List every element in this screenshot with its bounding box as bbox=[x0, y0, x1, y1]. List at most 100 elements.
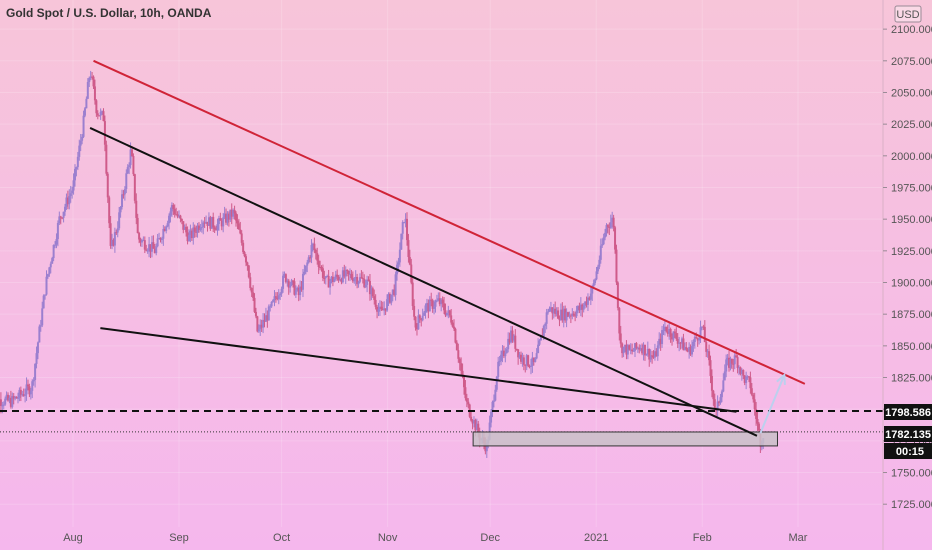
candle-body[interactable] bbox=[527, 355, 530, 366]
candle-body[interactable] bbox=[438, 298, 441, 305]
candle-body[interactable] bbox=[515, 348, 518, 350]
candle-body[interactable] bbox=[329, 281, 332, 288]
candle-body[interactable] bbox=[511, 330, 514, 341]
candle-body[interactable] bbox=[279, 293, 282, 296]
candle-body[interactable] bbox=[290, 280, 293, 286]
candle-body[interactable] bbox=[437, 298, 440, 301]
candle-body[interactable] bbox=[471, 420, 474, 424]
candle-body[interactable] bbox=[123, 189, 126, 195]
candle-body[interactable] bbox=[301, 273, 304, 290]
candle-body[interactable] bbox=[98, 115, 101, 117]
candle-body[interactable] bbox=[505, 349, 508, 354]
candle-body[interactable] bbox=[371, 288, 374, 297]
candle-body[interactable] bbox=[240, 233, 243, 243]
candle-body[interactable] bbox=[2, 404, 5, 406]
candle-body[interactable] bbox=[465, 398, 468, 402]
candle-body[interactable] bbox=[5, 394, 8, 399]
candle-body[interactable] bbox=[624, 344, 627, 347]
candle-body[interactable] bbox=[572, 313, 575, 316]
candle-body[interactable] bbox=[130, 149, 133, 156]
candle-body[interactable] bbox=[404, 218, 407, 223]
candle-body[interactable] bbox=[663, 326, 666, 330]
candle-body[interactable] bbox=[461, 370, 464, 377]
candle-body[interactable] bbox=[635, 343, 638, 349]
candle-body[interactable] bbox=[331, 276, 334, 282]
candle-body[interactable] bbox=[146, 250, 149, 252]
candle-body[interactable] bbox=[24, 394, 27, 396]
candle-body[interactable] bbox=[242, 242, 245, 253]
candle-body[interactable] bbox=[179, 215, 182, 219]
candle-body[interactable] bbox=[162, 228, 165, 239]
candle-body[interactable] bbox=[441, 299, 444, 304]
candle-body[interactable] bbox=[562, 308, 565, 321]
candle-body[interactable] bbox=[29, 390, 32, 395]
candle-body[interactable] bbox=[729, 358, 732, 368]
candle-body[interactable] bbox=[357, 281, 360, 285]
candle-body[interactable] bbox=[313, 243, 316, 250]
candle-body[interactable] bbox=[665, 326, 668, 332]
candle-body[interactable] bbox=[713, 399, 716, 409]
candle-body[interactable] bbox=[330, 276, 333, 282]
candle-body[interactable] bbox=[153, 248, 156, 254]
candle-body[interactable] bbox=[185, 226, 188, 233]
candle-body[interactable] bbox=[716, 401, 719, 411]
candle-body[interactable] bbox=[472, 420, 475, 424]
candle-body[interactable] bbox=[363, 278, 366, 288]
candle-body[interactable] bbox=[173, 209, 176, 215]
candle-body[interactable] bbox=[260, 324, 263, 328]
candle-body[interactable] bbox=[453, 326, 456, 329]
candle-body[interactable] bbox=[723, 371, 726, 381]
candle-body[interactable] bbox=[216, 224, 219, 231]
candle-body[interactable] bbox=[380, 306, 383, 310]
candle-body[interactable] bbox=[428, 299, 431, 312]
candle-body[interactable] bbox=[368, 281, 371, 295]
candle-body[interactable] bbox=[387, 294, 390, 300]
candle-body[interactable] bbox=[517, 349, 520, 358]
candle-body[interactable] bbox=[217, 218, 220, 225]
candle-body[interactable] bbox=[675, 333, 678, 339]
candle-body[interactable] bbox=[297, 287, 300, 296]
candle-body[interactable] bbox=[262, 319, 265, 328]
candle-body[interactable] bbox=[458, 358, 461, 364]
candle-body[interactable] bbox=[136, 217, 139, 234]
candle-body[interactable] bbox=[48, 267, 51, 275]
candle-body[interactable] bbox=[51, 258, 54, 264]
candle-body[interactable] bbox=[525, 355, 528, 366]
candle-body[interactable] bbox=[742, 369, 745, 376]
candle-body[interactable] bbox=[730, 358, 733, 364]
candle-body[interactable] bbox=[502, 350, 505, 357]
candle-body[interactable] bbox=[340, 279, 343, 283]
candle-body[interactable] bbox=[239, 229, 242, 234]
candle-body[interactable] bbox=[705, 342, 708, 352]
candle-body[interactable] bbox=[358, 277, 361, 282]
candle-body[interactable] bbox=[757, 423, 760, 431]
candle-body[interactable] bbox=[140, 240, 143, 243]
candle-body[interactable] bbox=[360, 277, 363, 279]
candle-body[interactable] bbox=[169, 211, 172, 216]
candle-body[interactable] bbox=[246, 262, 249, 266]
candle-body[interactable] bbox=[0, 399, 2, 406]
candle-body[interactable] bbox=[752, 394, 755, 400]
candle-body[interactable] bbox=[119, 206, 122, 213]
candle-body[interactable] bbox=[569, 315, 572, 317]
candle-body[interactable] bbox=[726, 357, 729, 360]
candle-body[interactable] bbox=[559, 309, 562, 321]
candle-body[interactable] bbox=[307, 257, 310, 263]
candle-body[interactable] bbox=[35, 353, 38, 364]
candle-body[interactable] bbox=[475, 423, 478, 431]
currency-button[interactable]: USD bbox=[894, 5, 922, 23]
candle-body[interactable] bbox=[695, 336, 698, 339]
candle-body[interactable] bbox=[679, 342, 682, 344]
currency-button-frame[interactable] bbox=[894, 5, 922, 23]
candle-body[interactable] bbox=[720, 391, 723, 398]
candle-body[interactable] bbox=[693, 336, 696, 343]
candle-body[interactable] bbox=[464, 387, 467, 399]
candle-body[interactable] bbox=[542, 325, 545, 337]
candle-body[interactable] bbox=[514, 335, 517, 349]
candle-body[interactable] bbox=[299, 286, 302, 296]
candle-body[interactable] bbox=[249, 277, 252, 288]
candle-body[interactable] bbox=[118, 212, 121, 229]
candle-body[interactable] bbox=[683, 347, 686, 351]
candle-body[interactable] bbox=[606, 225, 609, 227]
